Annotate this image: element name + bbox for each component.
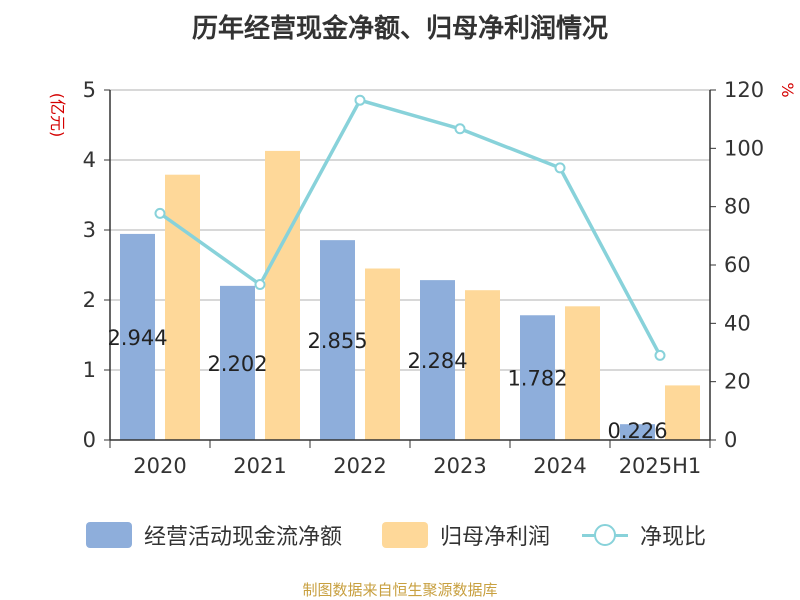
x-axis-category-label: 2022 bbox=[333, 454, 386, 478]
right-axis-tick-label: 100 bbox=[724, 136, 764, 160]
bar-cash-flow bbox=[520, 315, 555, 440]
ratio-point bbox=[354, 94, 366, 106]
left-axis-tick-label: 4 bbox=[83, 148, 96, 172]
bar-data-label: 1.782 bbox=[507, 367, 567, 391]
right-axis-tick-label: 60 bbox=[724, 253, 751, 277]
legend-swatch-profit bbox=[382, 522, 428, 548]
left-axis-tick-label: 3 bbox=[83, 218, 96, 242]
legend-item-ratio[interactable]: 净现比 bbox=[582, 518, 706, 552]
ratio-point bbox=[154, 207, 166, 219]
source-note: 制图数据来自恒生聚源数据库 bbox=[302, 581, 498, 599]
bar-net-profit bbox=[465, 290, 500, 440]
legend-item-profit[interactable]: 归母净利润 bbox=[382, 518, 550, 552]
bar-data-label: 0.226 bbox=[607, 419, 667, 443]
chart-title: 历年经营现金净额、归母净利润情况 bbox=[191, 14, 608, 44]
bar-cash-flow bbox=[420, 280, 455, 440]
right-axis-tick-label: 40 bbox=[724, 311, 751, 335]
bar-data-label: 2.284 bbox=[407, 349, 467, 373]
ratio-point bbox=[454, 123, 466, 135]
ratio-line bbox=[158, 98, 662, 357]
bar-data-label: 2.855 bbox=[307, 329, 367, 353]
legend-label-cash: 经营活动现金流净额 bbox=[144, 525, 343, 550]
x-axis-category-label: 2025H1 bbox=[619, 454, 702, 478]
right-axis-tick-label: 120 bbox=[724, 78, 764, 102]
right-axis-tick-label: 80 bbox=[724, 195, 751, 219]
ratio-point bbox=[554, 162, 566, 174]
right-axis-unit: % bbox=[778, 82, 797, 97]
bar-cash-flow bbox=[620, 424, 655, 440]
left-axis-tick-label: 5 bbox=[83, 78, 96, 102]
right-axis-tick-label: 0 bbox=[724, 428, 737, 452]
bar-data-label: 2.202 bbox=[207, 352, 267, 376]
left-axis-tick-label: 0 bbox=[83, 428, 96, 452]
legend-label-ratio: 净现比 bbox=[640, 525, 707, 550]
x-axis-category-label: 2023 bbox=[433, 454, 486, 478]
bar-net-profit bbox=[165, 174, 200, 440]
bar-cash-flow bbox=[320, 240, 355, 440]
x-axis-category-label: 2020 bbox=[133, 454, 186, 478]
right-axis-tick-label: 20 bbox=[724, 370, 751, 394]
bar-cash-flow bbox=[120, 233, 155, 440]
ratio-point bbox=[254, 279, 266, 291]
x-axis-category-label: 2024 bbox=[533, 454, 586, 478]
legend-swatch-cash bbox=[86, 522, 132, 548]
legend-label-profit: 归母净利润 bbox=[440, 525, 551, 550]
bar-net-profit bbox=[365, 268, 400, 440]
ratio-point bbox=[654, 349, 666, 361]
bar-cash-flow bbox=[220, 285, 255, 440]
bar-net-profit bbox=[265, 150, 300, 440]
left-axis-tick-label: 1 bbox=[83, 358, 96, 382]
left-axis-unit: (亿元) bbox=[48, 93, 67, 138]
x-axis-category-label: 2021 bbox=[233, 454, 286, 478]
legend-item-cash[interactable]: 经营活动现金流净额 bbox=[86, 518, 342, 552]
bar-net-profit bbox=[565, 306, 600, 440]
legend-swatch-ratio bbox=[582, 522, 628, 548]
bar-data-label: 2.944 bbox=[107, 326, 167, 350]
bar-net-profit bbox=[665, 385, 700, 440]
left-axis-tick-label: 2 bbox=[83, 288, 96, 312]
